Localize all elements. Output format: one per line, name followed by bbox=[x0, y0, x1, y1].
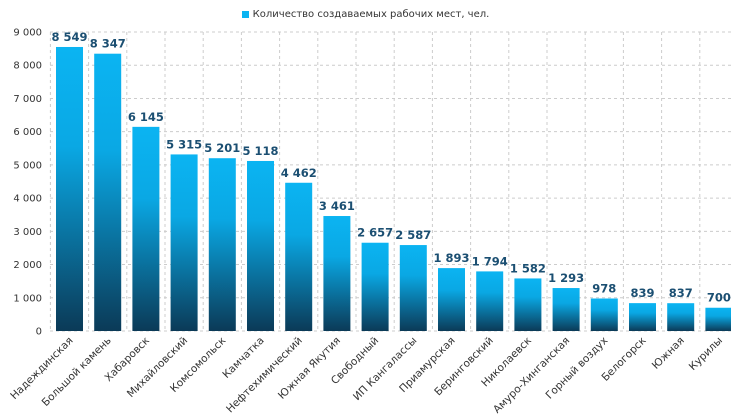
bar bbox=[323, 216, 351, 331]
y-tick-label: 2 000 bbox=[13, 260, 42, 271]
bars bbox=[56, 46, 731, 332]
bar bbox=[170, 154, 198, 331]
y-tick-label: 7 000 bbox=[13, 94, 42, 105]
bar bbox=[247, 160, 274, 331]
bar bbox=[705, 307, 731, 331]
value-label: 839 bbox=[630, 286, 654, 300]
gridlines bbox=[49, 31, 731, 332]
y-tick-label: 8 000 bbox=[13, 61, 42, 72]
bar bbox=[438, 268, 465, 331]
bar bbox=[590, 298, 618, 331]
bar bbox=[132, 126, 160, 331]
bar bbox=[514, 278, 542, 331]
value-label: 8 347 bbox=[90, 37, 126, 51]
value-label: 1 582 bbox=[510, 261, 546, 275]
legend-label: Количество создаваемых рабочих мест, чел… bbox=[252, 9, 490, 20]
value-label: 5 315 bbox=[166, 137, 202, 151]
x-tick-label: Надеждинская bbox=[8, 335, 75, 402]
x-tick-label: Большой камень bbox=[40, 335, 114, 409]
value-label: 5 201 bbox=[204, 141, 240, 155]
value-label: 6 145 bbox=[128, 110, 164, 124]
value-label: 1 293 bbox=[548, 271, 584, 285]
y-tick-label: 3 000 bbox=[13, 227, 42, 238]
value-label: 1 893 bbox=[433, 251, 469, 265]
value-label: 1 794 bbox=[472, 254, 508, 268]
bar bbox=[399, 245, 427, 331]
value-label: 2 657 bbox=[357, 226, 393, 240]
value-label: 3 461 bbox=[319, 199, 355, 213]
chart-legend: Количество создаваемых рабочих мест, чел… bbox=[0, 9, 731, 21]
y-tick-label: 4 000 bbox=[13, 194, 42, 205]
value-label: 2 587 bbox=[395, 228, 431, 242]
value-label: 5 118 bbox=[242, 144, 278, 158]
y-tick-label: 9 000 bbox=[13, 28, 42, 39]
value-label: 837 bbox=[669, 286, 693, 300]
x-tick-label: Южная bbox=[650, 335, 687, 372]
bar bbox=[629, 303, 656, 331]
value-label: 4 462 bbox=[281, 166, 317, 180]
bar bbox=[476, 271, 504, 331]
bar bbox=[667, 303, 695, 331]
bar bbox=[94, 53, 122, 331]
y-axis: 0 1 000 2 000 3 000 4 000 5 000 6 000 7 000 8 00… bbox=[13, 28, 42, 338]
bar bbox=[552, 288, 580, 331]
y-tick-label: 1 000 bbox=[13, 293, 42, 304]
bar bbox=[361, 242, 389, 331]
x-tick-label: Курилы bbox=[687, 335, 725, 373]
value-label: 700 bbox=[707, 291, 731, 305]
legend-swatch bbox=[241, 11, 249, 18]
bar bbox=[208, 158, 236, 331]
x-tick-label: Нефтехимический bbox=[224, 335, 305, 416]
y-tick-label: 5 000 bbox=[13, 160, 42, 171]
value-label: 8 549 bbox=[51, 30, 87, 44]
value-label: 978 bbox=[592, 282, 616, 296]
bar bbox=[285, 182, 313, 331]
y-tick-label: 0 bbox=[36, 327, 42, 338]
bar bbox=[56, 46, 83, 332]
y-tick-label: 6 000 bbox=[13, 127, 42, 138]
